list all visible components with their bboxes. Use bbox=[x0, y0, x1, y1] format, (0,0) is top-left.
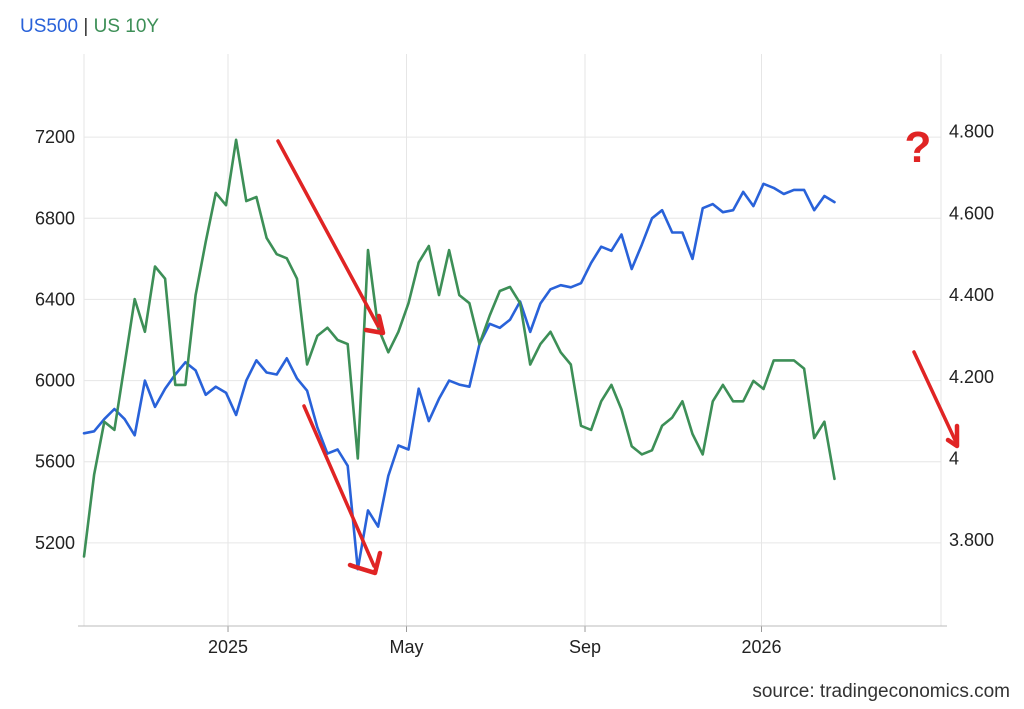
chart-axes: 5200 5600 6000 6400 6800 7200 3.800 4 4.200 4.400… bbox=[35, 122, 994, 657]
x-tick-label: 2025 bbox=[208, 637, 248, 657]
right-tick-label: 4.600 bbox=[949, 203, 994, 223]
arrow-annotation-1 bbox=[276, 139, 380, 328]
left-tick-label: 6800 bbox=[35, 208, 75, 228]
annotation-arrows bbox=[276, 139, 960, 576]
right-tick-label: 4.200 bbox=[949, 367, 994, 387]
left-tick-label: 5600 bbox=[35, 452, 75, 472]
legend-us500[interactable]: US500 bbox=[20, 16, 79, 37]
source-label: source: tradingeconomics.com bbox=[752, 681, 1010, 702]
left-tick-label: 5200 bbox=[35, 533, 75, 553]
arrow-annotation-1-head bbox=[363, 313, 386, 336]
right-tick-label: 4.400 bbox=[949, 285, 994, 305]
series-line-us10y bbox=[82, 138, 836, 558]
arrow-annotation-2-head bbox=[347, 550, 383, 576]
right-tick-label: 4 bbox=[949, 448, 959, 468]
right-tick-label: 4.800 bbox=[949, 122, 994, 142]
chart-series bbox=[82, 138, 836, 571]
x-tick-label: Sep bbox=[569, 637, 601, 657]
legend-us10y[interactable]: US 10Y bbox=[93, 16, 160, 37]
chart-grid bbox=[83, 54, 942, 626]
arrow-annotation-3 bbox=[912, 350, 957, 442]
arrow-annotation-2 bbox=[302, 404, 376, 568]
series-line-us500 bbox=[82, 182, 836, 571]
chart-legend: US500 | US 10Y bbox=[20, 16, 159, 38]
right-tick-label: 3.800 bbox=[949, 530, 994, 550]
left-tick-label: 6000 bbox=[35, 371, 75, 391]
arrow-annotation-3-head bbox=[945, 423, 960, 449]
x-tick-label: May bbox=[390, 637, 424, 657]
left-tick-label: 6400 bbox=[35, 289, 75, 309]
question-mark-annotation: ? bbox=[905, 123, 932, 172]
legend-separator: | bbox=[83, 16, 89, 37]
x-tick-label: 2026 bbox=[741, 637, 781, 657]
left-tick-label: 7200 bbox=[35, 127, 75, 147]
